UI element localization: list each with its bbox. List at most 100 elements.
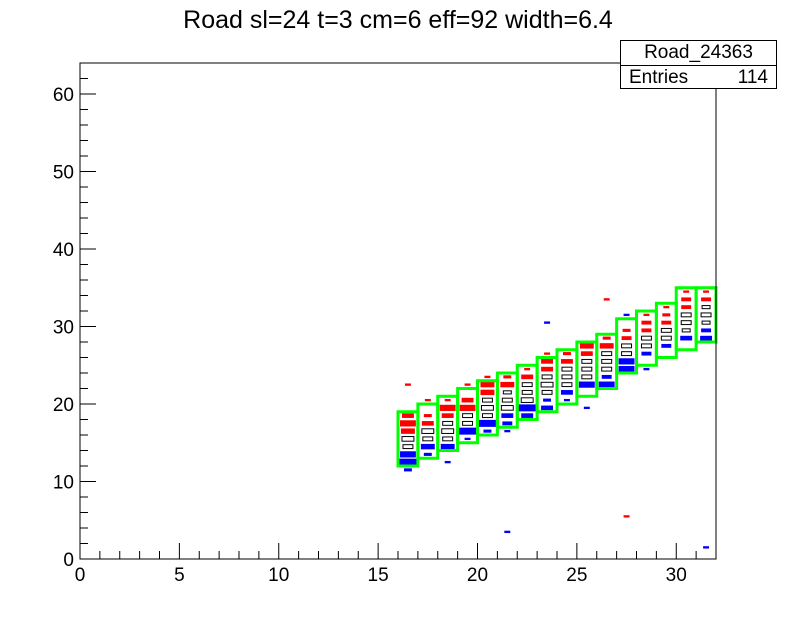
heatmap-cell	[578, 381, 595, 388]
road-box	[595, 332, 619, 390]
heatmap-cell	[562, 352, 571, 356]
heatmap-cell	[623, 515, 630, 518]
heatmap-cell	[703, 546, 710, 549]
heatmap-cell	[601, 374, 612, 379]
heatmap-cell	[521, 413, 534, 418]
heatmap-cell	[521, 374, 534, 380]
heatmap-cell	[663, 305, 670, 309]
heatmap-cell	[503, 375, 512, 379]
heatmap-cell	[459, 404, 476, 411]
heatmap-cell	[520, 397, 534, 403]
heatmap-cell	[681, 297, 692, 302]
heatmap-cell	[518, 404, 537, 412]
heatmap-cell	[661, 343, 672, 348]
heatmap-cell	[541, 366, 554, 372]
heatmap-cell	[641, 328, 652, 333]
heatmap-cell	[701, 328, 712, 333]
heatmap-cell	[484, 375, 491, 379]
road-box	[535, 356, 559, 414]
heatmap-cell	[601, 351, 613, 357]
heatmap-cell	[681, 305, 692, 310]
heatmap-cell	[701, 297, 712, 302]
heatmap-cell	[641, 351, 652, 356]
heatmap-cell	[681, 328, 691, 333]
heatmap-cell	[599, 343, 614, 349]
heatmap-cell	[661, 320, 672, 325]
road-box	[575, 340, 599, 398]
heatmap-cell	[421, 421, 434, 426]
heatmap-cell	[601, 358, 613, 364]
heatmap-cell	[501, 397, 513, 403]
x-tick-label: 10	[268, 565, 289, 586]
y-tick-label: 10	[53, 473, 74, 494]
heatmap-cell	[602, 336, 611, 340]
heatmap-cell	[598, 381, 615, 388]
y-tick-label: 40	[53, 240, 74, 261]
cells-layer	[398, 290, 713, 549]
heatmap-cell	[618, 366, 635, 373]
heatmap-cell	[623, 313, 630, 317]
heatmap-cell	[420, 443, 435, 450]
heatmap-cell	[660, 335, 672, 341]
heatmap-cell	[561, 366, 573, 372]
stats-box: Road_24363 Entries 114	[620, 40, 777, 89]
heatmap-cell	[680, 312, 692, 318]
road-box	[654, 301, 678, 359]
y-tick-label: 60	[53, 85, 74, 106]
heatmap-cell	[521, 389, 533, 395]
heatmap-cell	[524, 367, 531, 371]
heatmap-cell	[480, 405, 494, 411]
plot-frame	[79, 62, 717, 560]
heatmap-cell	[424, 398, 431, 402]
x-tick-label: 25	[566, 565, 587, 586]
heatmap-cell	[500, 381, 515, 388]
heatmap-cell	[641, 320, 652, 325]
heatmap-cell	[521, 382, 533, 388]
heatmap-cell	[442, 420, 454, 426]
heatmap-cell	[504, 530, 511, 534]
heatmap-cell	[501, 413, 514, 418]
heatmap-cell	[560, 359, 573, 364]
heatmap-cell	[543, 398, 552, 402]
heatmap-cell	[504, 429, 511, 433]
heatmap-cell	[400, 428, 415, 434]
stats-entries-row: Entries 114	[621, 66, 776, 90]
heatmap-cell	[480, 381, 495, 388]
heatmap-cell	[618, 358, 635, 365]
heatmap-cell	[660, 327, 672, 333]
heatmap-cell	[579, 343, 594, 349]
heatmap-cell	[541, 359, 554, 364]
heatmap-cell	[541, 374, 553, 380]
heatmap-cell	[439, 404, 456, 411]
heatmap-cell	[464, 437, 471, 441]
heatmap-cell	[442, 436, 454, 442]
road-box	[436, 394, 460, 452]
heatmap-cell	[481, 413, 493, 419]
heatmap-cell	[540, 381, 554, 388]
heatmap-cell	[621, 343, 633, 349]
stats-entries-label: Entries	[629, 67, 689, 88]
heatmap-cell	[701, 305, 711, 310]
x-tick-label: 20	[467, 565, 488, 586]
heatmap-cell	[581, 366, 593, 372]
heatmap-cell	[563, 398, 570, 402]
road-box	[396, 410, 420, 468]
stats-name: Road_24363	[621, 41, 776, 66]
heatmap-cell	[581, 374, 593, 380]
road-box	[674, 286, 698, 352]
heatmap-cell	[662, 313, 671, 317]
y-tick-label: 50	[53, 163, 74, 184]
heatmap-cell	[444, 460, 451, 464]
road-box	[495, 371, 519, 429]
heatmap-cell	[700, 335, 713, 341]
road-box	[615, 317, 638, 375]
heatmap-cell	[541, 389, 553, 395]
heatmap-cell	[561, 382, 573, 388]
heatmap-cell	[621, 351, 633, 357]
y-tick-label: 0	[63, 550, 74, 571]
stats-entries-value: 114	[737, 67, 768, 88]
x-tick-label: 5	[174, 565, 185, 586]
heatmap-cell	[399, 451, 416, 458]
road-box	[416, 402, 440, 460]
